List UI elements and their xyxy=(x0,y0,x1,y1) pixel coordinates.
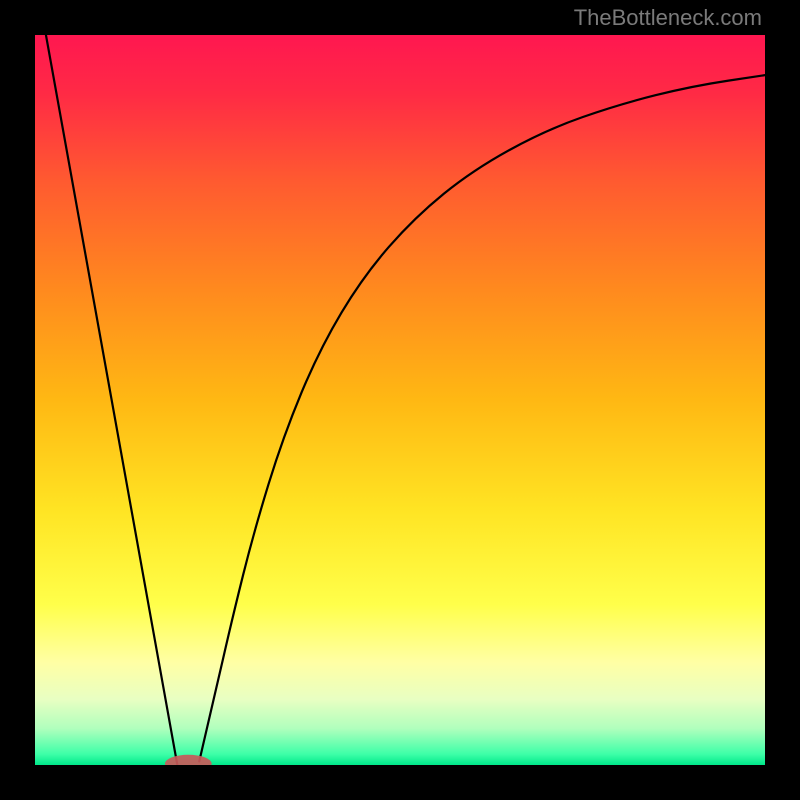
chart-gradient-background xyxy=(35,35,765,765)
chart-plot-area xyxy=(35,35,765,765)
watermark-text: TheBottleneck.com xyxy=(574,5,762,31)
